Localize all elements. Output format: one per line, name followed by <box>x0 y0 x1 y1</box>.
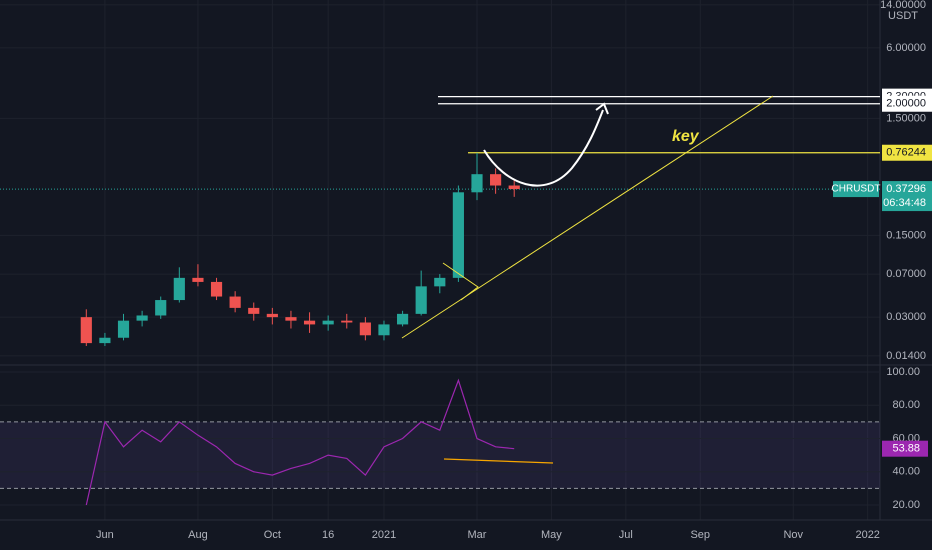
level-label: 0.76244 <box>886 147 926 159</box>
x-tick-label: May <box>541 529 562 541</box>
candle-body <box>490 174 502 186</box>
candle-body <box>229 296 241 308</box>
y-tick-label: 1.50000 <box>886 112 926 124</box>
level-box <box>882 144 932 161</box>
countdown-label: 06:34:48 <box>883 197 926 209</box>
candle-body <box>266 313 278 318</box>
x-tick-label: Oct <box>264 529 281 541</box>
candle-body <box>322 320 334 325</box>
x-tick-label: Mar <box>468 529 487 541</box>
candle-body <box>192 277 204 282</box>
rsi-tick-label: 80.00 <box>892 399 920 411</box>
candle-body <box>359 322 371 336</box>
x-tick-label: Jun <box>96 529 114 541</box>
candle-body <box>99 337 111 344</box>
candle-body <box>415 286 427 314</box>
rsi-band <box>0 421 880 489</box>
symbol-label: CHRUSDT <box>832 184 881 195</box>
candle-body <box>210 281 223 297</box>
level-box <box>882 95 932 112</box>
x-tick-label: 2021 <box>372 529 396 541</box>
annotation: key <box>672 128 700 145</box>
x-tick-label: Aug <box>188 529 208 541</box>
projection-arrow <box>483 109 604 187</box>
candle-body <box>80 317 92 344</box>
rsi-tick-label: 20.00 <box>892 499 920 511</box>
rsi-line <box>85 378 515 506</box>
rsi-value-box <box>882 440 928 457</box>
candle-body <box>173 277 185 301</box>
currency-label: USDT <box>888 10 918 22</box>
x-tick-label: Nov <box>783 529 803 541</box>
candle-body <box>452 192 464 278</box>
candle-body <box>471 174 483 193</box>
candle-body <box>434 277 446 287</box>
rsi-tick-label: 40.00 <box>892 466 920 478</box>
level-label: 2.00000 <box>886 98 926 110</box>
x-tick-label: 2022 <box>855 529 879 541</box>
candle-body <box>248 307 260 314</box>
rsi-tick-label: 100.00 <box>886 366 920 378</box>
candle-body <box>341 320 353 323</box>
x-tick-label: Sep <box>690 529 710 541</box>
candle-body <box>378 324 390 336</box>
symbol-box <box>833 181 879 198</box>
last-price-label: 0.37296 <box>886 183 926 195</box>
y-tick-label: 0.15000 <box>886 229 926 241</box>
candle-body <box>117 320 130 338</box>
flag <box>442 262 479 301</box>
last-price-box <box>882 181 932 212</box>
y-tick-label: 0.01400 <box>886 350 926 362</box>
candle-body <box>136 315 148 321</box>
candle-body <box>508 185 520 190</box>
candle-body <box>155 300 167 316</box>
x-tick-label: 16 <box>322 529 334 541</box>
x-tick-label: Jul <box>619 529 633 541</box>
candle-body <box>397 313 409 325</box>
rsi-divergence <box>443 458 554 464</box>
y-tick-label: 6.00000 <box>886 42 926 54</box>
candle-body <box>303 320 316 325</box>
rsi-value-label: 53.88 <box>892 443 920 455</box>
arrow-head <box>595 102 609 115</box>
candle-body <box>285 317 297 321</box>
y-tick-label: 0.03000 <box>886 311 926 323</box>
y-tick-label: 0.07000 <box>886 268 926 280</box>
y-tick-label: 14.00000 <box>880 0 926 11</box>
